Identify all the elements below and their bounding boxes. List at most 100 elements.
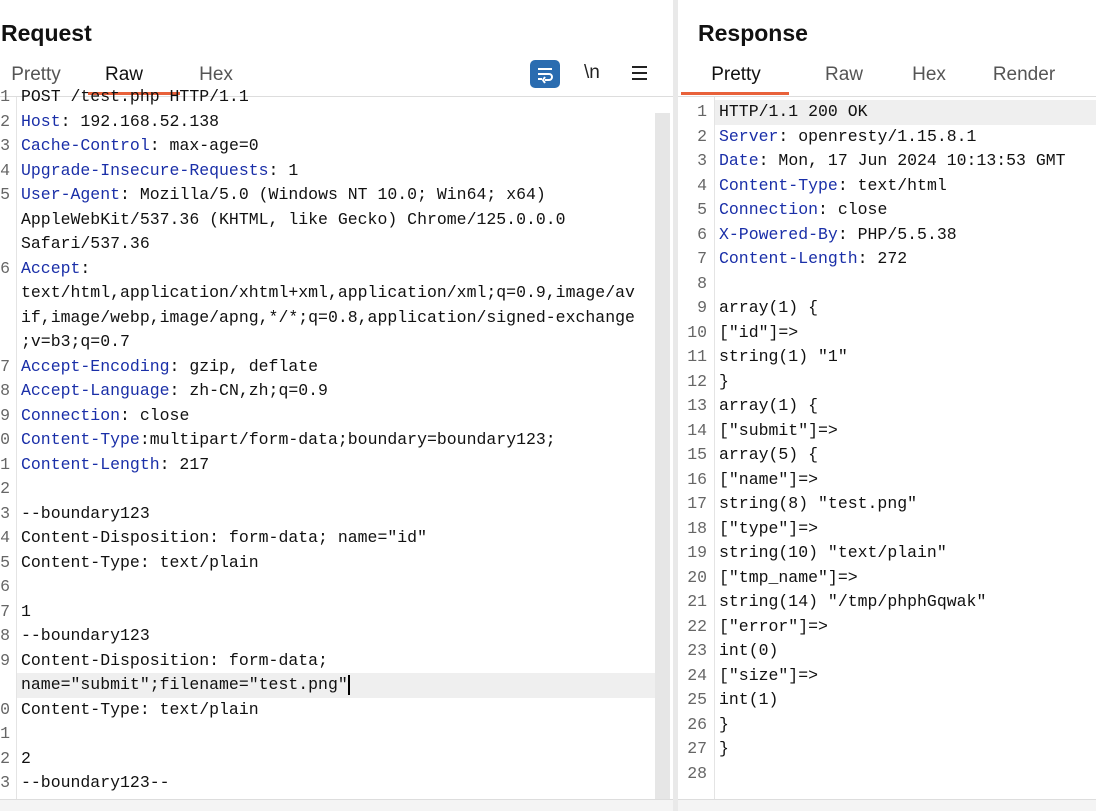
code-text: } (719, 714, 729, 734)
line-number: 5 (0, 185, 10, 204)
code-line: 2 (21, 747, 31, 772)
header-value: : close (120, 405, 190, 425)
code-text: int(0) (719, 641, 779, 660)
tab[interactable]: Render (992, 64, 1056, 85)
code-text: 2 (21, 748, 31, 768)
panel-title: Request (1, 20, 92, 46)
line-number: 13 (687, 396, 707, 415)
code-line: Content-Type: text/html (719, 174, 947, 199)
code-line: Server: openresty/1.15.8.1 (719, 125, 976, 150)
line-highlight (715, 100, 1096, 125)
line-number: 16 (687, 469, 707, 489)
header-value: : 272 (857, 249, 908, 268)
code-line: POST /test.php HTTP/1.1 (21, 85, 249, 110)
header-value: : Mon, 17 Jun 2024 10:13:53 GMT (758, 151, 1066, 170)
line-number: 6 (0, 577, 10, 596)
code-text: ["submit"]=> (719, 420, 838, 440)
header-value: : openresty/1.15.8.1 (778, 126, 977, 146)
code-line: } (719, 737, 729, 762)
tab[interactable]: Raw (104, 64, 143, 85)
code-text: } (719, 371, 729, 391)
code-line: --boundary123 (21, 624, 150, 649)
code-line: int(1) (719, 688, 778, 713)
header-name: Cache-Control (21, 136, 150, 155)
wrap-toggle[interactable] (530, 60, 560, 88)
code-line: Connection: close (719, 198, 887, 223)
tab[interactable]: Pretty (711, 64, 761, 85)
line-number: 1 (0, 87, 10, 106)
menu-icon[interactable] (630, 64, 650, 82)
tab[interactable]: Raw (824, 64, 863, 85)
code-text: Content-Type: text/plain (21, 552, 259, 572)
code-text: ["size"]=> (719, 665, 819, 685)
header-name: Content-Length (21, 454, 160, 474)
code-line: Accept-Encoding: gzip, deflate (21, 355, 318, 380)
gutter-line (714, 97, 715, 800)
code-line: HTTP/1.1 200 OK (719, 100, 868, 125)
code-text: name="submit";filename="test.png" (21, 675, 348, 694)
line-number: 17 (687, 494, 707, 513)
header-name: User-Agent (21, 185, 121, 204)
code-line: Content-Length: 272 (719, 247, 907, 272)
code-text: --boundary123-- (21, 773, 170, 792)
line-number: 10 (687, 322, 707, 342)
line-number: 0 (0, 430, 10, 449)
tab[interactable]: Hex (912, 64, 946, 85)
code-line: Host: 192.168.52.138 (21, 110, 219, 135)
line-number: 9 (697, 298, 707, 317)
line-highlight (17, 673, 655, 698)
header-name: Date (719, 151, 759, 170)
code-line: name="submit";filename="test.png" (21, 673, 350, 698)
code-text: string(10) "text/plain" (719, 543, 947, 562)
header-value: : gzip, deflate (169, 356, 319, 376)
line-number: 6 (697, 224, 707, 244)
code-text: array(1) { (719, 396, 819, 415)
wrap-icon (538, 68, 553, 84)
code-text: ["name"]=> (719, 469, 819, 489)
line-number: 9 (0, 405, 10, 425)
line-number: 8 (0, 381, 10, 400)
tab[interactable]: Pretty (11, 64, 61, 85)
header-name: Accept-Encoding (21, 356, 170, 376)
line-number: 2 (0, 111, 10, 131)
active-tab-underline (681, 92, 789, 95)
code-line: Content-Type: text/plain (21, 551, 259, 576)
code-line: Accept-Language: zh-CN,zh;q=0.9 (21, 379, 328, 404)
header-value: : PHP/5.5.38 (837, 224, 957, 244)
code-line: } (719, 370, 729, 395)
scrollbar[interactable] (655, 113, 670, 800)
header-name: Upgrade-Insecure-Requests (21, 160, 269, 180)
tab[interactable]: Hex (199, 64, 233, 85)
line-number: 22 (687, 616, 707, 636)
code-line: Content-Type:multipart/form-data;boundar… (21, 428, 556, 453)
code-line: Accept: (21, 257, 90, 282)
response-panel: Response Pretty Raw Hex Render 1 HTTP/1.1 200… (678, 0, 1096, 811)
line-number: 15 (687, 445, 707, 464)
line-number: 6 (0, 258, 10, 278)
divider[interactable] (673, 0, 678, 811)
code-line: Safari/537.36 (21, 232, 150, 257)
header-value: : text/html (837, 175, 947, 195)
code-line: array(1) { (719, 296, 818, 321)
code-line: array(1) { (719, 394, 818, 419)
line-number: 7 (0, 356, 10, 376)
header-name: Host (21, 111, 61, 131)
newline-toggle[interactable]: \n (584, 62, 600, 83)
code-line: Date: Mon, 17 Jun 2024 10:13:53 GMT (719, 149, 1066, 174)
line-number: 5 (0, 552, 10, 572)
code-text: ["error"]=> (719, 616, 828, 636)
code-line: Cache-Control: max-age=0 (21, 134, 259, 159)
code-line: } (719, 713, 729, 738)
code-text: string(1) "1" (719, 347, 848, 366)
line-number: 20 (687, 567, 707, 587)
header-value: : 192.168.52.138 (60, 111, 220, 131)
line-number: 2 (697, 126, 707, 146)
panel-title: Response (698, 20, 808, 46)
code-text: string(14) "/tmp/phphGqwak" (719, 592, 987, 611)
line-number: 23 (687, 641, 707, 660)
code-line: --boundary123 (21, 502, 150, 527)
code-line: 1 (21, 600, 31, 625)
line-number: 8 (697, 273, 707, 293)
line-number: 1 (0, 724, 10, 743)
code-line: ["id"]=> (719, 321, 798, 346)
